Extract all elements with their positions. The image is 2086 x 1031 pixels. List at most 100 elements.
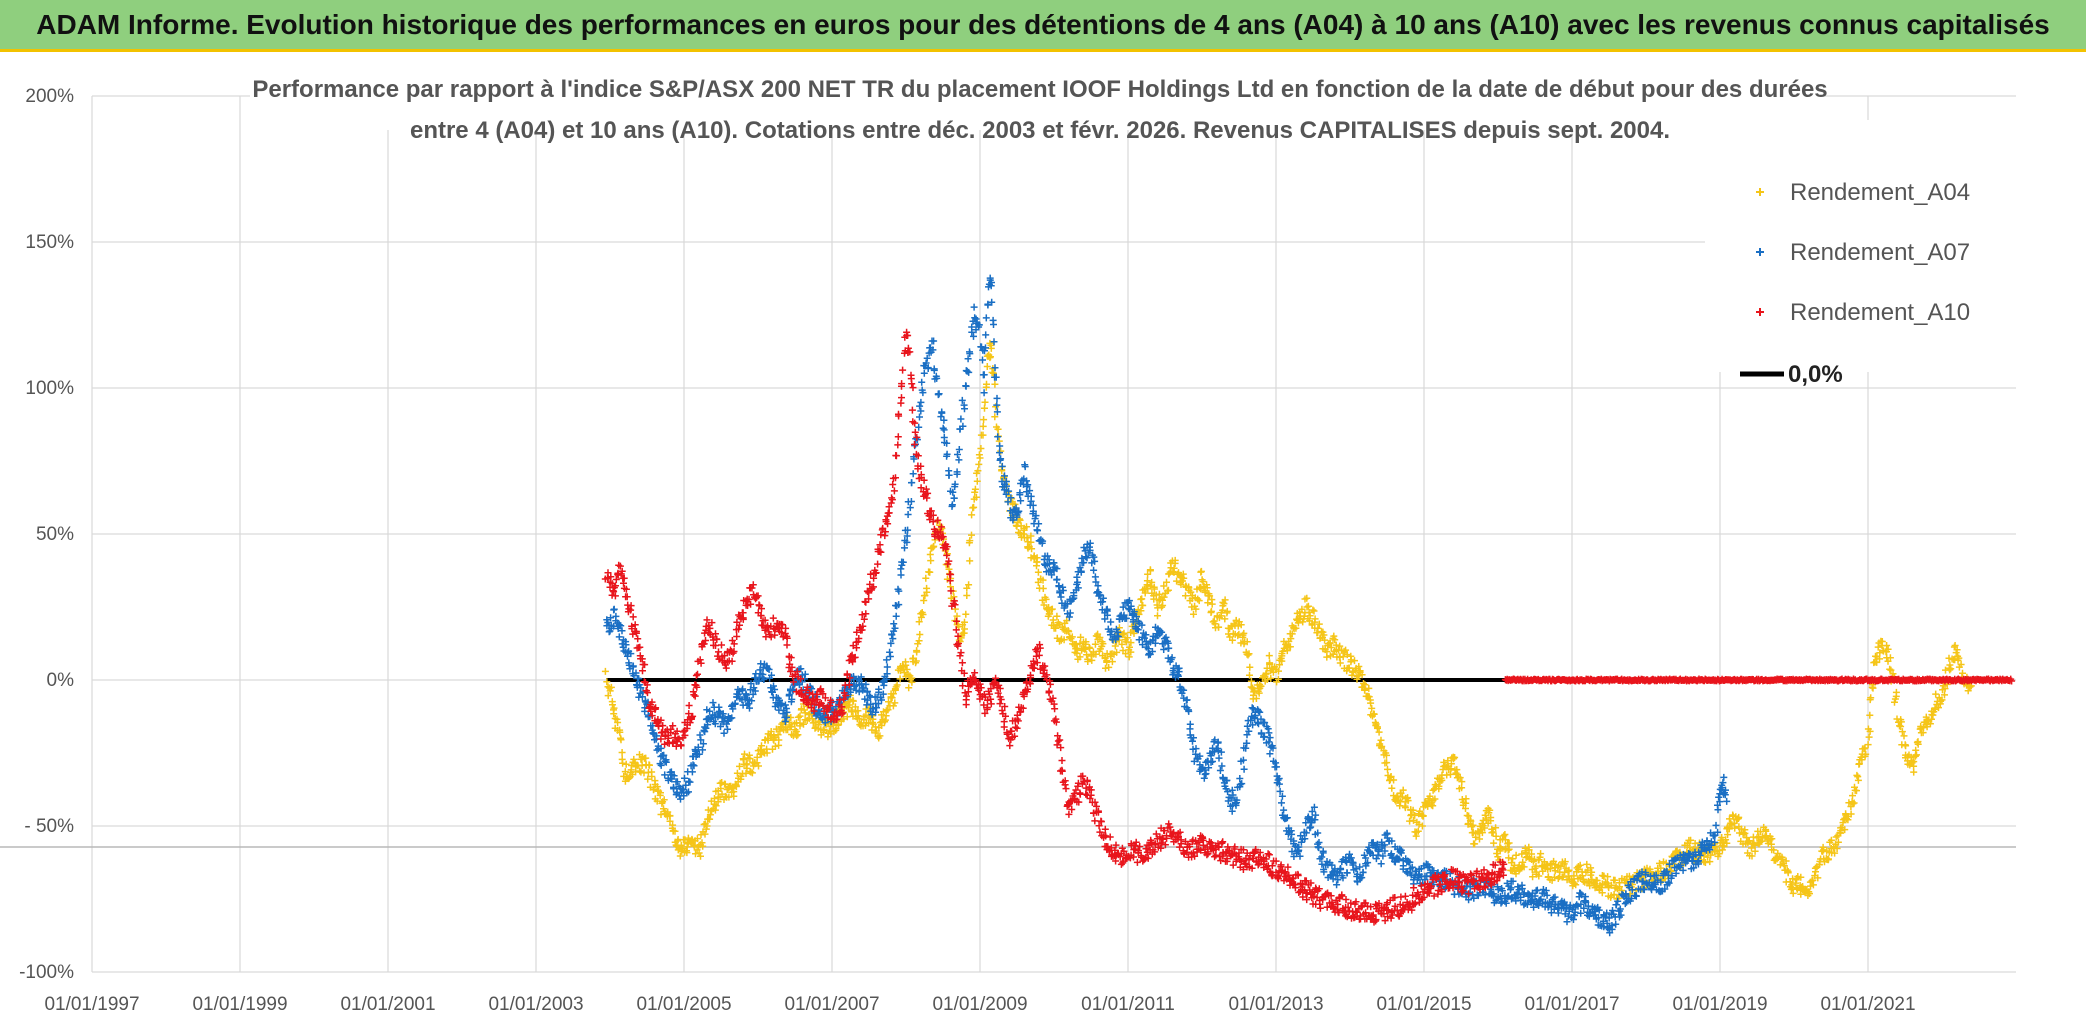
data-point [1450,755,1458,763]
data-point [646,761,653,769]
data-point [1762,827,1770,835]
data-point [1048,605,1056,613]
data-point [915,618,923,626]
data-point [1125,653,1133,661]
data-point [1841,826,1849,834]
data-point [617,736,625,744]
data-point [990,369,997,377]
data-point [1570,880,1578,887]
data-point [1478,829,1486,837]
data-point [1309,606,1317,614]
data-point [1246,671,1253,679]
data-point [660,796,668,804]
data-point [1255,689,1263,697]
data-point [1375,728,1383,736]
data-point [1862,750,1870,758]
data-point [979,422,987,430]
data-point [1102,664,1109,672]
data-point [1210,617,1218,625]
data-point [1853,787,1860,795]
data-point [1221,596,1229,604]
data-point [1046,610,1054,618]
data-point [1938,696,1946,704]
data-point [619,759,627,767]
data-point [648,773,656,780]
data-point [1215,623,1222,631]
performance-chart: 200%150%100%50%0%- 50%-100% 01/01/1997 01… [0,52,2086,1031]
y-tick-label: 50% [36,524,74,545]
x-tick-label: 01/01/2011 [1081,994,1175,1015]
data-point [1657,864,1665,872]
data-point [972,493,980,501]
data-point [1192,605,1200,613]
data-point [1111,642,1119,650]
data-point [1886,654,1894,662]
data-point [1154,604,1162,612]
data-point [1866,727,1874,735]
data-point [1701,859,1709,866]
data-point [1321,636,1329,644]
data-point [1730,819,1738,827]
data-point [961,625,968,633]
y-tick-label: - 50% [24,816,74,837]
data-point [912,657,920,665]
data-point [1887,666,1895,674]
data-point [1384,765,1391,773]
data-point [1827,836,1835,844]
data-point [1892,692,1900,700]
data-point [1444,757,1452,765]
data-point [1072,640,1080,648]
data-point [1108,658,1116,666]
data-point [1088,656,1096,664]
data-point [1902,742,1910,750]
data-point [703,822,711,830]
data-point [1737,825,1745,833]
data-point [1245,650,1253,658]
data-point [1383,751,1390,759]
data-point [966,557,974,565]
data-point [793,732,801,740]
data-point [1891,698,1898,706]
data-point [1603,879,1611,887]
data-point [616,726,624,734]
data-point [1286,643,1294,651]
data-point [1853,771,1861,779]
data-point [1000,473,1008,481]
data-point [891,699,899,707]
data-point [1173,577,1181,585]
data-point [1734,815,1742,822]
data-point [794,731,802,739]
data-point [692,850,699,858]
data-point [693,835,701,843]
data-point [1616,883,1623,891]
data-point [1751,847,1759,855]
data-point [1834,838,1842,846]
data-point [1797,890,1805,898]
y-axis-ticks: 200%150%100%50%0%- 50%-100% [19,86,74,983]
data-point [636,767,644,775]
data-point [1570,872,1578,880]
data-point [1726,815,1733,823]
data-point [1086,644,1094,652]
data-point [1932,690,1940,698]
data-point [746,755,754,763]
data-point [1494,853,1502,861]
data-point [699,842,707,850]
data-point [840,715,848,723]
data-point [1182,592,1189,600]
data-point [1146,582,1154,590]
data-point [1438,776,1446,784]
data-point [666,817,674,825]
data-point [1305,608,1313,616]
data-point [776,727,784,735]
data-point [882,712,890,720]
data-point [980,416,988,424]
data-point [1926,720,1934,728]
data-point [1383,759,1391,767]
data-point [1849,792,1856,800]
data-point [711,795,718,802]
data-point [1028,545,1036,553]
data-point [1910,768,1918,776]
data-point [1458,784,1466,792]
data-point [1867,694,1875,702]
